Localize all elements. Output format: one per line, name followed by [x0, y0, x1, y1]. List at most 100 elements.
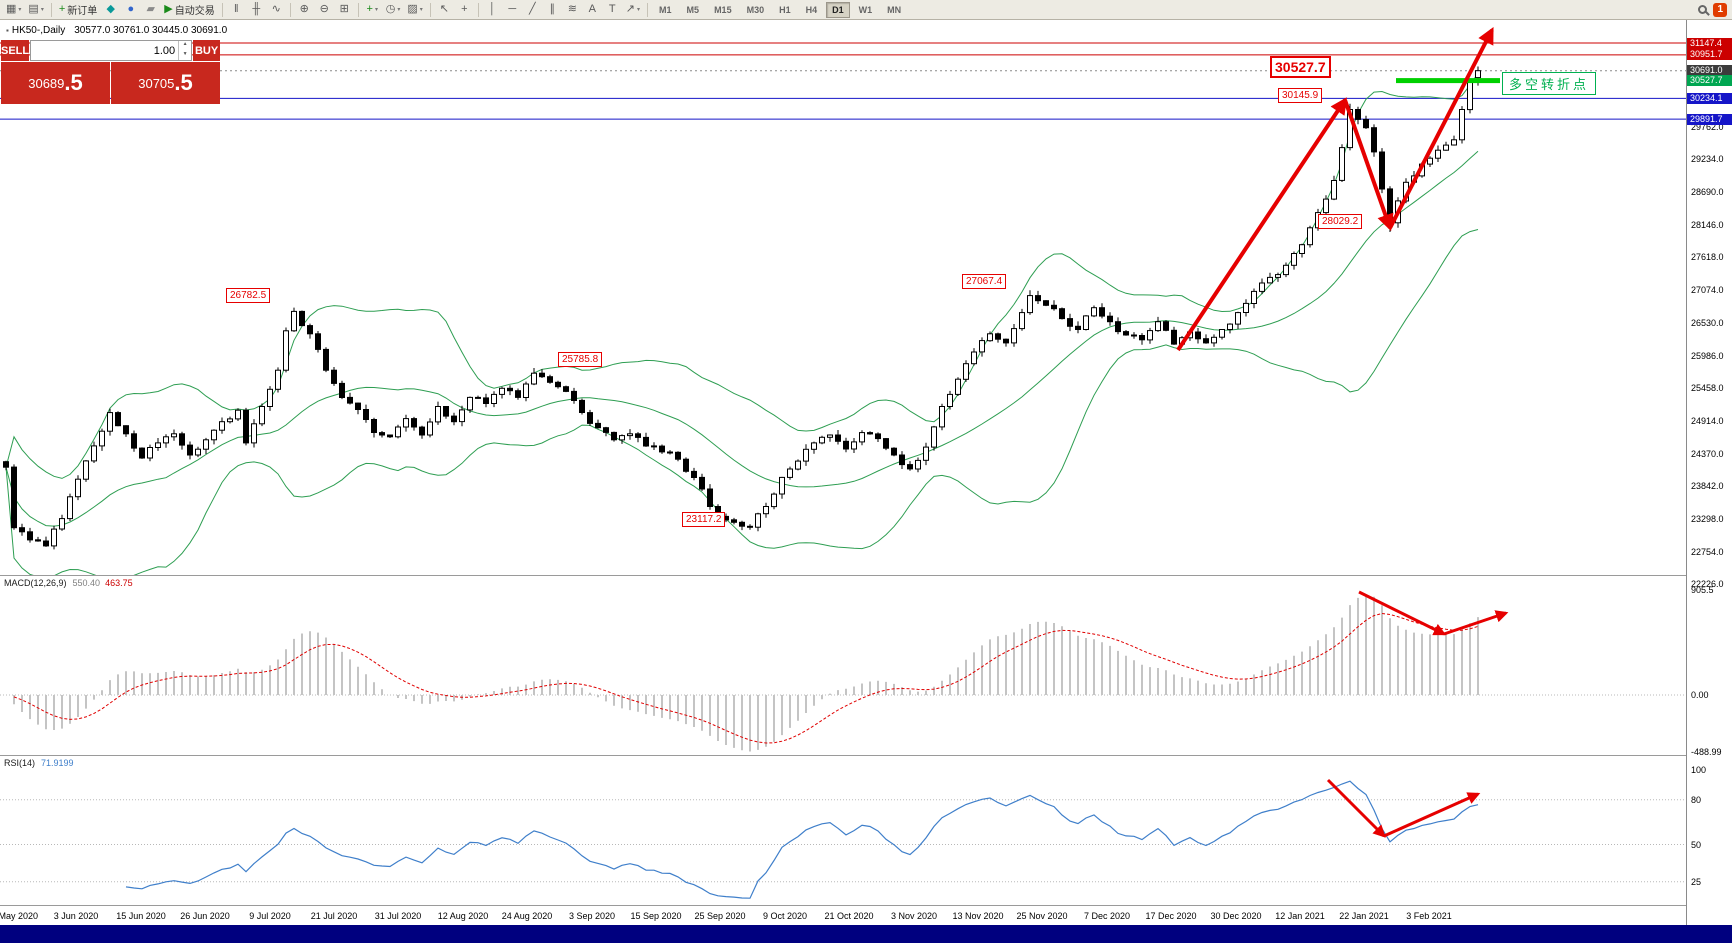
candle-body [1459, 109, 1465, 141]
candle-body [1171, 329, 1177, 345]
candle-body [739, 521, 745, 527]
timeframe-h4[interactable]: H4 [805, 4, 818, 15]
macd-name: MACD(12,26,9) [4, 578, 67, 588]
timeframe-w1[interactable]: W1 [858, 4, 873, 15]
timeframe-d1[interactable]: D1 [826, 1, 850, 18]
periods-icon[interactable]: ◷ ▾ [383, 1, 404, 18]
autotrade-button[interactable]: ▶ 自动交易 [161, 1, 217, 18]
price-annotation-26782.5[interactable]: 26782.5 [226, 288, 271, 303]
price-axis-label: 23842.0 [1691, 481, 1724, 491]
candle-body [379, 432, 385, 436]
periods-icon-glyph: ◷ [385, 3, 396, 15]
price-annotation-30527.7[interactable]: 30527.7 [1270, 56, 1331, 78]
turning-point-note[interactable]: 多空转折点 [1502, 72, 1597, 95]
price-axis[interactable]: 29762.0 29234.0 28690.0 28146.0 27618.0 27074… [1686, 20, 1732, 925]
buy-button[interactable]: BUY [193, 40, 220, 61]
label-icon[interactable]: T [603, 1, 622, 18]
rsi-arrow-2 [1383, 792, 1481, 838]
cursor-icon[interactable]: ↖ [435, 1, 454, 18]
rsi-label: RSI(14) 71.9199 [4, 758, 74, 768]
sell-button[interactable]: SELL [1, 40, 30, 61]
candle-body [1195, 331, 1201, 340]
market-watch-icon[interactable]: ◆ [101, 1, 120, 18]
candle-body [803, 448, 809, 462]
price-annotation-25785.8[interactable]: 25785.8 [558, 352, 603, 367]
status-bar [0, 925, 1732, 943]
zoom-out-icon-glyph: ⊖ [319, 3, 329, 15]
dropdown-arrow-icon: ▾ [637, 7, 641, 13]
search-icon[interactable] [1698, 5, 1708, 14]
community-icon[interactable]: ● [121, 1, 140, 18]
candle-body [755, 513, 761, 528]
candle-body [707, 488, 713, 507]
bid-price-panel[interactable]: 30689 .5 [1, 62, 110, 104]
one-click-price-row: 30689 .5 30705 .5 [1, 62, 220, 104]
toolbar-divider [357, 2, 359, 17]
rsi-name: RSI(14) [4, 758, 36, 768]
trend-arrow-3 [1388, 27, 1494, 229]
candle-wicks [5, 66, 1479, 550]
timeframe-m15[interactable]: M15 [714, 4, 732, 15]
price-axis-marker-30951.7: 30951.7 [1687, 49, 1732, 60]
terminal-icon[interactable]: ▰ [141, 1, 160, 18]
timeframe-mn[interactable]: MN [887, 4, 902, 15]
date-axis-label: 30 Dec 2020 [1210, 911, 1262, 921]
date-axis-label: 21 Oct 2020 [824, 911, 874, 921]
candle-body [339, 382, 345, 398]
new-chart-icon[interactable]: ▦ ▾ [3, 1, 24, 18]
candle-body [1299, 244, 1305, 254]
line-chart-icon[interactable]: ∿ [267, 1, 286, 18]
horizontal-line-icon[interactable]: ─ [503, 1, 522, 18]
zoom-in-icon[interactable]: ⊕ [295, 1, 314, 18]
candle-body [1011, 328, 1017, 344]
tile-windows-icon[interactable]: ⊞ [335, 1, 354, 18]
candle-body [1427, 157, 1433, 165]
timeframe-m30[interactable]: M30 [746, 4, 765, 15]
text-icon[interactable]: A [583, 1, 602, 18]
candle-body [851, 441, 857, 450]
timeframe-m5[interactable]: M5 [686, 4, 700, 15]
candle-body [1211, 336, 1217, 344]
chart-canvas[interactable] [0, 20, 1686, 925]
candle-body [843, 440, 849, 450]
timeframe-h1[interactable]: H1 [779, 4, 791, 15]
bar-chart-icon[interactable]: ‖ [227, 1, 246, 18]
price-annotation-30145.9[interactable]: 30145.9 [1278, 88, 1323, 103]
vertical-line-icon[interactable]: │ [483, 1, 502, 18]
candle-body [795, 460, 801, 470]
zoom-in-icon-glyph: ⊕ [299, 3, 309, 15]
notification-badge[interactable]: 1 [1713, 2, 1727, 17]
profiles-icon[interactable]: ▤ ▾ [25, 1, 46, 18]
rsi-axis-label: 25 [1691, 877, 1702, 887]
new-order-button[interactable]: + 新订单 [56, 1, 100, 18]
rsi-axis-label: 50 [1691, 840, 1702, 850]
rsi-panel-separator[interactable] [0, 755, 1732, 756]
zoom-out-icon[interactable]: ⊖ [315, 1, 334, 18]
stepper-down-icon[interactable]: ▼ [182, 50, 188, 57]
date-axis-label: 17 Dec 2020 [1145, 911, 1197, 921]
price-annotation-27067.4[interactable]: 27067.4 [962, 274, 1007, 289]
stepper-up-icon[interactable]: ▲ [182, 41, 188, 47]
ask-price-panel[interactable]: 30705 .5 [111, 62, 220, 104]
fibonacci-icon[interactable]: ≋ [563, 1, 582, 18]
channel-icon[interactable]: ∥ [543, 1, 562, 18]
shapes-icon[interactable]: ↗ ▾ [623, 1, 643, 18]
candle-body [1275, 274, 1281, 278]
candle-chart-icon[interactable]: ╫ [247, 1, 266, 18]
templates-icon[interactable]: ▨ ▾ [404, 1, 425, 18]
date-axis[interactable]: 22 May 2020 3 Jun 2020 15 Jun 2020 26 Jun 2… [0, 906, 1686, 925]
volume-input[interactable] [31, 41, 179, 60]
price-annotation-28029.2[interactable]: 28029.2 [1318, 214, 1363, 229]
price-axis-label: 22754.0 [1691, 547, 1724, 557]
timeframe-m1[interactable]: M1 [659, 4, 672, 15]
dropdown-arrow-icon: ▾ [18, 7, 22, 13]
macd-panel-separator[interactable] [0, 575, 1732, 576]
volume-stepper[interactable]: ▲ ▼ [178, 41, 191, 60]
crosshair-icon[interactable]: + [455, 1, 474, 18]
trendline-icon[interactable]: ╱ [523, 1, 542, 18]
candle-body [1027, 295, 1033, 314]
candle-body [307, 325, 313, 335]
price-annotation-23117.2[interactable]: 23117.2 [682, 512, 726, 527]
indicators-icon[interactable]: + ▾ [363, 1, 382, 18]
bollinger-middle-band [5, 150, 1479, 527]
